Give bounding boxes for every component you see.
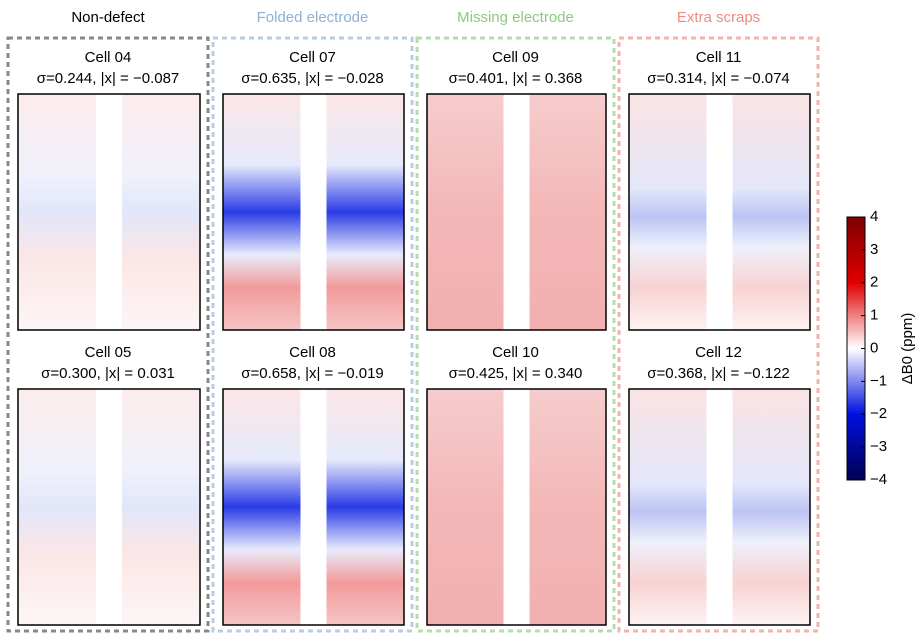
group-title: Missing electrode (457, 9, 574, 26)
colorbar-tick-label: 0 (870, 339, 878, 356)
electrode-gap (504, 389, 530, 625)
colorbar-tick-label: −4 (870, 471, 887, 488)
colorbar-tick-label: 1 (870, 307, 878, 324)
cell-title: Cell 10 (492, 344, 539, 361)
electrode-gap (301, 389, 327, 625)
cell-stats: σ=0.314, |x| = −0.074 (647, 70, 790, 87)
cell-stats: σ=0.425, |x| = 0.340 (449, 365, 583, 382)
cell-stats: σ=0.401, |x| = 0.368 (449, 70, 583, 87)
colorbar-tick-label: 3 (870, 241, 878, 258)
cell-title: Cell 08 (289, 344, 336, 361)
figure: Non-defect Cell 04 σ=0.244, |x| = −0.087 Ce… (0, 0, 923, 633)
electrode-gap (96, 94, 122, 330)
colorbar-label: ΔB0 (ppm) (899, 313, 916, 385)
group-title: Non-defect (71, 9, 145, 26)
cell-title: Cell 07 (289, 49, 336, 66)
electrode-gap (707, 94, 733, 330)
cell-title: Cell 09 (492, 49, 539, 66)
cell-title: Cell 04 (85, 49, 132, 66)
colorbar-tick-label: −2 (870, 405, 887, 422)
group-title: Extra scraps (677, 9, 760, 26)
cell-stats: σ=0.658, |x| = −0.019 (241, 365, 384, 382)
group-title: Folded electrode (257, 9, 369, 26)
cell-stats: σ=0.244, |x| = −0.087 (37, 70, 180, 87)
electrode-gap (96, 389, 122, 625)
electrode-gap (504, 94, 530, 330)
cell-stats: σ=0.300, |x| = 0.031 (41, 365, 175, 382)
cell-stats: σ=0.635, |x| = −0.028 (241, 70, 384, 87)
colorbar-tick-label: −1 (870, 372, 887, 389)
cell-title: Cell 12 (695, 344, 742, 361)
colorbar-tick-label: −3 (870, 438, 887, 455)
colorbar-tick-label: 2 (870, 274, 878, 291)
electrode-gap (707, 389, 733, 625)
electrode-gap (301, 94, 327, 330)
cell-stats: σ=0.368, |x| = −0.122 (647, 365, 790, 382)
cell-title: Cell 11 (696, 49, 742, 66)
cell-title: Cell 05 (85, 344, 132, 361)
colorbar-tick-label: 4 (870, 208, 878, 225)
